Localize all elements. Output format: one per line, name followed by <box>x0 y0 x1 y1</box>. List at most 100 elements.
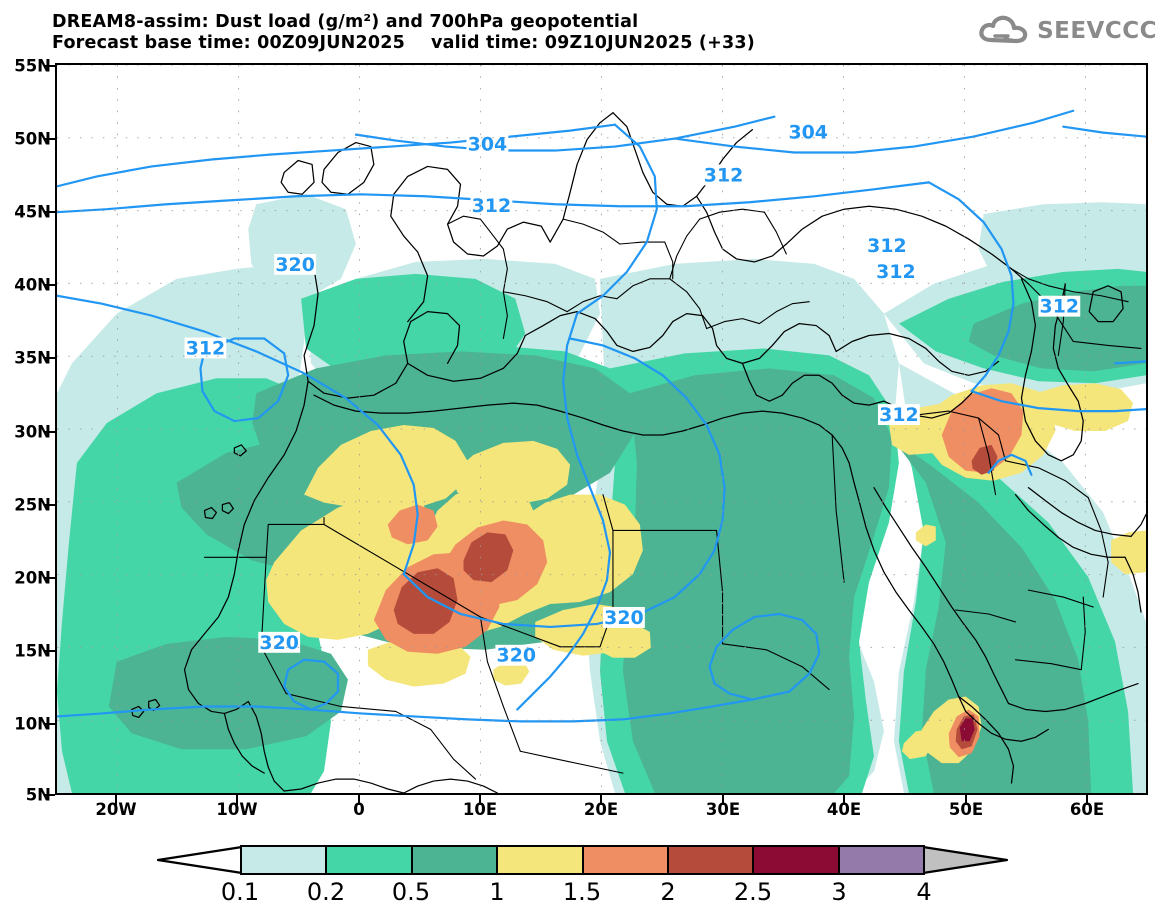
x-tick-label-20E: 20E <box>583 800 619 819</box>
svg-text:312: 312 <box>186 337 226 359</box>
y-tick-label-45N: 45N <box>14 202 51 222</box>
y-tick-label-5N: 5N <box>25 785 51 805</box>
logo-text: SEEVCCC <box>1037 18 1157 44</box>
map-canvas: 304 304 312 312 <box>57 65 1146 793</box>
x-tick-30E <box>722 795 724 805</box>
colorbar-tick-0.1: 0.1 <box>220 878 260 906</box>
seevccc-logo: SEEVCCC <box>978 14 1157 48</box>
colorbar-band-2-2.5 <box>668 847 755 873</box>
svg-text:312: 312 <box>472 195 512 217</box>
map-plot-area[interactable]: 304 304 312 312 <box>55 63 1148 795</box>
y-tick-label-40N: 40N <box>14 275 51 295</box>
svg-text:312: 312 <box>704 164 744 186</box>
colorbar-tick-4: 4 <box>916 878 932 906</box>
y-tick-20N <box>44 576 55 579</box>
map-gridlines <box>57 65 1146 793</box>
svg-text:304: 304 <box>788 122 828 144</box>
contour-label-312-b: 312 <box>702 164 745 186</box>
svg-text:320: 320 <box>604 607 644 629</box>
y-tick-label-15N: 15N <box>14 641 51 661</box>
colorbar-tick-3: 3 <box>831 878 847 906</box>
contour-label-312-e: 312 <box>874 261 917 283</box>
contour-label-320-d: 320 <box>602 607 645 629</box>
x-tick-label-10W: 10W <box>216 800 258 819</box>
colorbar-band-2.5-3 <box>754 847 840 873</box>
colorbar-under-arrow <box>156 845 244 875</box>
contour-label-312-a: 312 <box>470 195 513 217</box>
colorbar-band-0.1-0.2 <box>242 847 328 873</box>
chart-subtitle: Forecast base time: 00Z09JUN2025 valid ti… <box>52 33 1052 54</box>
y-tick-50N <box>44 137 55 140</box>
contour-label-320-a: 320 <box>274 254 317 276</box>
svg-text:312: 312 <box>867 235 907 257</box>
colorbar-tick-0.5: 0.5 <box>391 878 431 906</box>
x-tick-20E <box>600 795 602 805</box>
chart-header: DREAM8-assim: Dust load (g/m²) and 700hP… <box>52 12 1052 54</box>
svg-text:320: 320 <box>259 632 299 654</box>
y-tick-40N <box>44 284 55 287</box>
contour-labels: 304 304 312 312 <box>184 122 1081 667</box>
dust-band-2.5 <box>959 718 975 742</box>
contour-label-304-b: 304 <box>787 122 830 144</box>
y-tick-label-50N: 50N <box>14 129 51 149</box>
x-tick-10E <box>479 795 481 805</box>
y-tick-45N <box>44 210 55 213</box>
x-tick-label-40E: 40E <box>826 800 862 819</box>
x-tick-40E <box>843 795 845 805</box>
y-tick-55N <box>44 64 55 67</box>
colorbar-band-0.5-1 <box>412 847 499 873</box>
svg-text:312: 312 <box>1040 296 1080 318</box>
svg-text:312: 312 <box>876 261 916 283</box>
colorbar-band-0.2-0.5 <box>327 847 413 873</box>
colorbar-tick-0.2: 0.2 <box>306 878 346 906</box>
x-tick-label-0: 0 <box>353 800 365 819</box>
x-tick-label-20W: 20W <box>95 800 137 819</box>
y-tick-35N <box>44 357 55 360</box>
y-tick-label-10N: 10N <box>14 714 51 734</box>
y-tick-5N <box>44 794 55 796</box>
cloud-icon <box>979 15 1028 44</box>
colorbar-tick-2.5: 2.5 <box>733 878 773 906</box>
y-tick-10N <box>44 723 55 726</box>
x-tick-20W <box>115 795 117 805</box>
colorbar-tick-2: 2 <box>660 878 676 906</box>
svg-text:320: 320 <box>497 645 537 667</box>
y-tick-25N <box>44 503 55 506</box>
contour-label-320-b: 320 <box>258 632 301 654</box>
x-tick-60E <box>1086 795 1088 805</box>
chart-title: DREAM8-assim: Dust load (g/m²) and 700hP… <box>52 12 639 32</box>
y-tick-label-55N: 55N <box>14 56 51 75</box>
y-tick-label-30N: 30N <box>14 422 51 441</box>
contour-label-320-c: 320 <box>495 645 538 667</box>
coastlines-and-borders <box>131 112 1146 793</box>
colorbar-band-1-1.5 <box>498 847 584 873</box>
x-tick-label-50E: 50E <box>948 800 984 819</box>
colorbar[interactable]: 0.1 0.2 0.5 1 1.5 2 2.5 3 4 <box>155 845 1010 906</box>
colorbar-bands <box>240 845 925 875</box>
x-tick-50E <box>965 795 967 805</box>
y-tick-label-20N: 20N <box>14 568 51 588</box>
dust-load-map: 304 304 312 312 <box>57 65 1146 793</box>
contour-label-312-d: 312 <box>866 235 908 257</box>
x-tick-label-10E: 10E <box>462 800 498 819</box>
y-tick-15N <box>44 650 55 653</box>
valid-time: valid time: 09Z10JUN2025 (+33) <box>430 33 755 53</box>
y-tick-label-35N: 35N <box>14 348 51 368</box>
contour-label-312-g: 312 <box>877 404 920 426</box>
contour-label-304-a: 304 <box>466 134 509 156</box>
x-tick-0 <box>358 795 360 805</box>
svg-text:320: 320 <box>275 254 315 276</box>
svg-text:304: 304 <box>468 134 508 156</box>
colorbar-band-3-4 <box>839 847 923 873</box>
x-tick-10W <box>236 795 238 805</box>
colorbar-over-arrow <box>921 845 1009 875</box>
x-tick-label-30E: 30E <box>705 800 741 819</box>
contour-label-312-f: 312 <box>1038 296 1081 318</box>
colorbar-tick-1: 1 <box>489 878 505 906</box>
colorbar-band-1.5-2 <box>583 847 669 873</box>
y-tick-30N <box>44 430 55 433</box>
svg-text:312: 312 <box>879 404 919 426</box>
colorbar-tick-1.5: 1.5 <box>562 878 602 906</box>
contour-label-312-c: 312 <box>184 337 227 359</box>
